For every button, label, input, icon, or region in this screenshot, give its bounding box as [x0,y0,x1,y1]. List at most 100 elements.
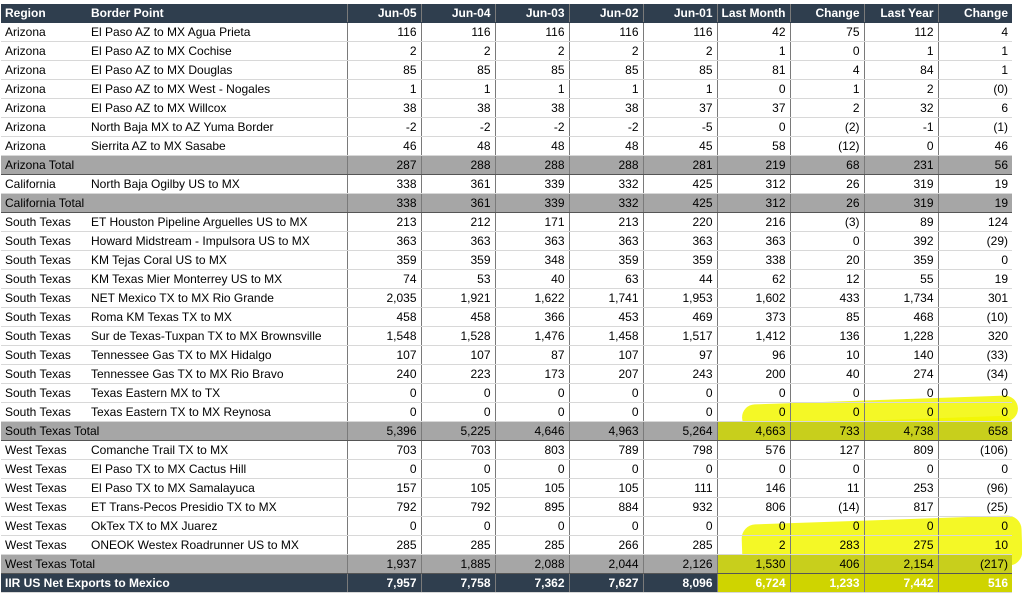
value-cell: 363 [420,231,495,251]
value-cell: 0 [346,402,421,422]
value-cell: 37 [642,98,717,118]
value-cell: 319 [863,174,938,194]
value-cell: 48 [494,136,569,156]
value-cell: 266 [568,535,643,555]
region-cell: South Texas [1,307,87,327]
value-cell: 127 [789,440,864,460]
value-cell: 97 [642,345,717,365]
value-cell: 7,957 [346,573,421,593]
value-cell: 1 [494,79,569,99]
value-cell: 4,963 [568,421,643,441]
border-point-cell: KM Texas Mier Monterrey US to MX [87,269,347,289]
value-cell: 0 [716,79,790,99]
region-cell: South Texas [1,364,87,384]
value-cell: 12 [789,269,864,289]
value-cell: 2 [420,41,495,61]
column-header: Jun-03 [494,4,569,23]
value-cell: 85 [346,60,421,80]
value-cell: 359 [420,250,495,270]
value-cell: 124 [937,212,1012,232]
value-cell: 1 [642,79,717,99]
value-cell: (34) [937,364,1012,384]
value-cell: 0 [937,402,1012,422]
column-header: Jun-05 [346,4,421,23]
value-cell: 2,154 [863,554,938,574]
value-cell: 1 [937,60,1012,80]
value-cell: 111 [642,478,717,498]
value-cell: 10 [937,535,1012,555]
value-cell: 146 [716,478,790,498]
value-cell: 0 [420,383,495,403]
value-cell: (96) [937,478,1012,498]
value-cell: 361 [420,193,495,213]
value-cell: 5,264 [642,421,717,441]
value-cell: 0 [346,383,421,403]
value-cell: 0 [716,459,790,479]
value-cell: 85 [642,60,717,80]
border-point-cell: El Paso AZ to MX West - Nogales [87,79,347,99]
value-cell: 207 [568,364,643,384]
region-cell: Arizona [1,22,87,42]
value-cell: 1,885 [420,554,495,574]
value-cell: 140 [863,345,938,365]
value-cell: 0 [642,516,717,536]
border-point-cell: El Paso AZ to MX Cochise [87,41,347,61]
value-cell: 107 [346,345,421,365]
header-row: Region Border Point Jun-05 Jun-04 Jun-03 Jun-… [1,4,1012,23]
value-cell: 363 [716,231,790,251]
value-cell: 0 [568,383,643,403]
region-cell: California [1,174,87,194]
value-cell: 5,396 [346,421,421,441]
value-cell: 1,228 [863,326,938,346]
value-cell: 2 [863,79,938,99]
value-cell: 338 [346,174,421,194]
table-row: West Texas ET Trans-Pecos Presidio TX to … [1,497,1012,517]
value-cell: 112 [863,22,938,42]
value-cell: 2 [716,535,790,555]
value-cell: 4,738 [863,421,938,441]
value-cell: 1,548 [346,326,421,346]
value-cell: 0 [494,459,569,479]
value-cell: 373 [716,307,790,327]
value-cell: 116 [568,22,643,42]
border-point-cell: Howard Midstream - Impulsora US to MX [87,231,347,251]
value-cell: 2,126 [642,554,717,574]
value-cell: 817 [863,497,938,517]
value-cell: 63 [568,269,643,289]
value-cell: 26 [789,174,864,194]
value-cell: 46 [346,136,421,156]
value-cell: 136 [789,326,864,346]
region-cell: Arizona Total [1,155,347,175]
value-cell: 301 [937,288,1012,308]
value-cell: 5,225 [420,421,495,441]
value-cell: 46 [937,136,1012,156]
column-header: Last Year [863,4,938,23]
value-cell: 1,741 [568,288,643,308]
region-cell: South Texas Total [1,421,347,441]
value-cell: 38 [568,98,643,118]
value-cell: 806 [716,497,790,517]
value-cell: 1,412 [716,326,790,346]
table-row: Arizona El Paso AZ to MX Cochise 2 2 2 2 2 1 0 1 1 [1,41,1012,61]
value-cell: 4 [937,22,1012,42]
value-cell: 458 [420,307,495,327]
value-cell: 2 [642,41,717,61]
value-cell: 84 [863,60,938,80]
value-cell: 6,724 [716,573,790,593]
value-cell: 1 [863,41,938,61]
value-cell: 0 [420,402,495,422]
value-cell: 0 [716,402,790,422]
border-point-cell: Texas Eastern MX to TX [87,383,347,403]
value-cell: 116 [494,22,569,42]
subtotal-row: South Texas Total 5,396 5,225 4,646 4,963 5,2… [1,421,1012,441]
value-cell: 803 [494,440,569,460]
value-cell: 19 [937,193,1012,213]
value-cell: 96 [716,345,790,365]
region-cell: West Texas [1,478,87,498]
value-cell: 469 [642,307,717,327]
value-cell: 0 [937,516,1012,536]
table-row: West Texas ONEOK Westex Roadrunner US to … [1,535,1012,555]
value-cell: 363 [642,231,717,251]
value-cell: 733 [789,421,864,441]
value-cell: 338 [716,250,790,270]
